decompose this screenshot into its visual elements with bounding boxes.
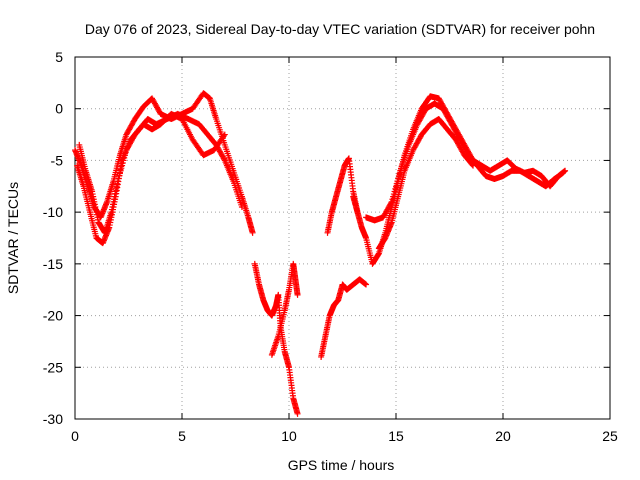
data-point xyxy=(470,162,477,169)
series-arc-6 xyxy=(318,276,370,360)
grid-lines xyxy=(75,57,610,419)
series-arc-1 xyxy=(72,90,256,236)
chart-title: Day 076 of 2023, Sidereal Day-to-day VTE… xyxy=(85,21,595,37)
data-point xyxy=(238,203,245,210)
data-point xyxy=(363,281,370,288)
series-arc-10 xyxy=(375,116,477,252)
y-tick-label: -15 xyxy=(43,256,63,272)
y-tick-label: 0 xyxy=(55,101,63,117)
x-axis-label: GPS time / hours xyxy=(288,457,395,473)
series-arc-7 xyxy=(324,155,361,236)
axis-ticks: 0 5 10 15 20 25 5 0 -5 -10 -15 -20 -25 -30 xyxy=(43,49,618,444)
y-tick-label: -20 xyxy=(43,308,63,324)
y-tick-label: -10 xyxy=(43,204,63,220)
x-tick-label: 5 xyxy=(178,428,186,444)
data-point xyxy=(221,156,228,163)
x-tick-label: 0 xyxy=(71,428,79,444)
data-point xyxy=(294,410,301,417)
data-point xyxy=(221,131,228,138)
plot-frame xyxy=(74,56,611,420)
x-tick-label: 25 xyxy=(602,428,618,444)
data-point xyxy=(469,161,476,168)
x-tick-label: 15 xyxy=(388,428,404,444)
data-point xyxy=(249,229,256,236)
y-tick-label: -25 xyxy=(43,359,63,375)
y-axis-label: SDTVAR / TECUs xyxy=(5,182,21,294)
series-arc-5 xyxy=(268,260,301,358)
y-tick-label: -30 xyxy=(43,411,63,427)
y-tick-label: -5 xyxy=(51,152,64,168)
data-point xyxy=(294,291,301,298)
x-tick-label: 20 xyxy=(495,428,511,444)
y-tick-label: 5 xyxy=(55,49,63,65)
data-point xyxy=(220,132,227,139)
series-arc-3 xyxy=(76,110,228,236)
data-point xyxy=(388,200,395,207)
data-point xyxy=(559,169,566,176)
x-tick-label: 10 xyxy=(281,428,297,444)
data-points xyxy=(72,90,569,417)
